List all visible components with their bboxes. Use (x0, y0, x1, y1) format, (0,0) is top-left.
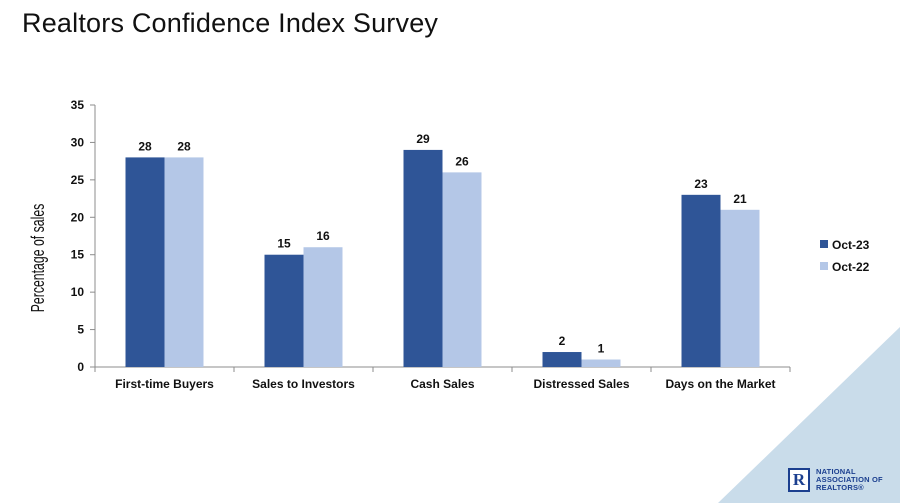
data-label: 21 (733, 192, 747, 206)
data-label: 28 (177, 139, 191, 153)
page-title: Realtors Confidence Index Survey (22, 8, 439, 38)
data-label: 16 (316, 229, 330, 243)
x-tick-label: Sales to Investors (252, 377, 355, 391)
bars: 28 15 29 2 23 28 16 26 1 21 (125, 132, 760, 367)
bar (403, 149, 443, 367)
realtors-logo: R NATIONAL ASSOCIATION OF REALTORS® (788, 466, 883, 494)
data-label: 29 (416, 132, 430, 146)
data-label: 26 (455, 154, 469, 168)
y-tick-label: 10 (71, 285, 85, 299)
y-tick-label: 20 (71, 210, 85, 224)
x-tick-label: First-time Buyers (115, 377, 214, 391)
bar (303, 247, 343, 367)
logo-text: NATIONAL ASSOCIATION OF REALTORS® (816, 468, 883, 492)
bar (681, 194, 721, 367)
bar (720, 209, 760, 367)
legend-label: Oct-22 (832, 260, 870, 274)
data-label: 23 (694, 177, 708, 191)
y-tick-label: 35 (71, 98, 85, 112)
x-tick-label: Distressed Sales (533, 377, 629, 391)
data-label: 2 (559, 334, 566, 348)
x-axis: First-time Buyers Sales to Investors Cash … (94, 366, 791, 391)
data-label: 15 (277, 237, 291, 251)
y-tick-label: 5 (77, 323, 84, 337)
bar (164, 157, 204, 367)
legend-label: Oct-23 (832, 238, 870, 252)
logo-line: REALTORS® (816, 483, 864, 492)
y-tick-label: 30 (71, 135, 85, 149)
y-tick-label: 15 (71, 248, 85, 262)
x-tick-label: Cash Sales (410, 377, 474, 391)
bar (542, 352, 582, 367)
y-axis-label: Percentage of sales (29, 204, 49, 313)
x-tick-label: Days on the Market (665, 377, 775, 391)
y-tick-label: 0 (77, 360, 84, 374)
y-axis: 0 5 10 15 20 25 30 35 (71, 98, 96, 374)
bar (125, 157, 165, 367)
legend-swatch (820, 262, 828, 270)
realtors-r-icon: R (788, 468, 810, 492)
data-label: 1 (598, 342, 605, 356)
data-label: 28 (138, 139, 152, 153)
legend-swatch (820, 240, 828, 248)
y-tick-label: 25 (71, 173, 85, 187)
logo-line: ASSOCIATION OF (816, 475, 883, 484)
bar (442, 172, 482, 367)
bar (264, 254, 304, 367)
legend: Oct-23 Oct-22 (820, 238, 870, 274)
logo-line: NATIONAL (816, 467, 856, 476)
bar (581, 359, 621, 367)
